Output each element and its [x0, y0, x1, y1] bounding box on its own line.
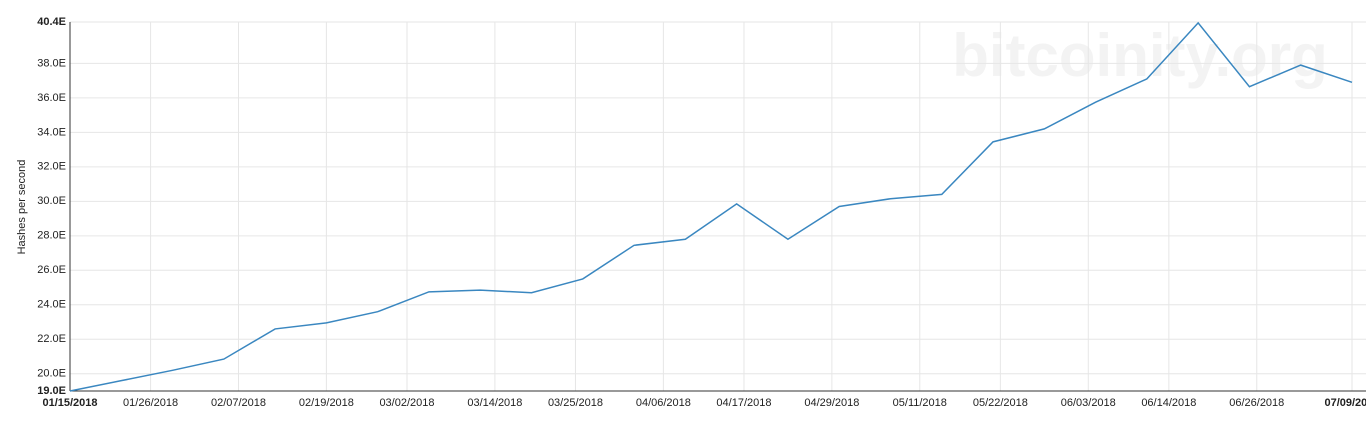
x-tick-label: 05/22/2018	[973, 397, 1028, 409]
y-tick-label: 20.0E	[37, 368, 66, 380]
x-tick-label: 06/26/2018	[1229, 397, 1284, 409]
x-tick-label: 06/14/2018	[1141, 397, 1196, 409]
y-tick-label: 28.0E	[37, 230, 66, 242]
y-tick-label: 22.0E	[37, 333, 66, 345]
x-tick-label: 03/14/2018	[467, 397, 522, 409]
x-tick-label: 05/11/2018	[893, 397, 947, 409]
x-tick-label: 07/09/2018	[1324, 397, 1366, 409]
x-tick-label: 06/03/2018	[1061, 397, 1116, 409]
y-tick-label: 40.4E	[37, 16, 66, 28]
y-tick-label: 34.0E	[37, 126, 66, 138]
x-tick-label: 01/26/2018	[123, 397, 178, 409]
y-tick-label: 19.0E	[37, 385, 66, 397]
x-tick-label: 01/15/2018	[42, 397, 97, 409]
x-tick-label: 02/19/2018	[299, 397, 354, 409]
y-axis-label: Hashes per second	[16, 160, 28, 255]
y-tick-label: 38.0E	[37, 57, 66, 69]
y-tick-label: 32.0E	[37, 161, 66, 173]
data-line	[69, 21, 1353, 392]
y-tick-label: 36.0E	[37, 92, 66, 104]
x-tick-label: 04/29/2018	[804, 397, 859, 409]
x-tick-label: 02/07/2018	[211, 397, 266, 409]
x-tick-label: 03/02/2018	[379, 397, 434, 409]
x-tick-label: 03/25/2018	[548, 397, 603, 409]
x-tick-label: 04/17/2018	[716, 397, 771, 409]
y-tick-label: 30.0E	[37, 195, 66, 207]
y-tick-label: 26.0E	[37, 264, 66, 276]
y-tick-label: 24.0E	[37, 299, 66, 311]
x-tick-label: 04/06/2018	[636, 397, 691, 409]
watermark: bitcoinity.org	[952, 22, 1328, 89]
